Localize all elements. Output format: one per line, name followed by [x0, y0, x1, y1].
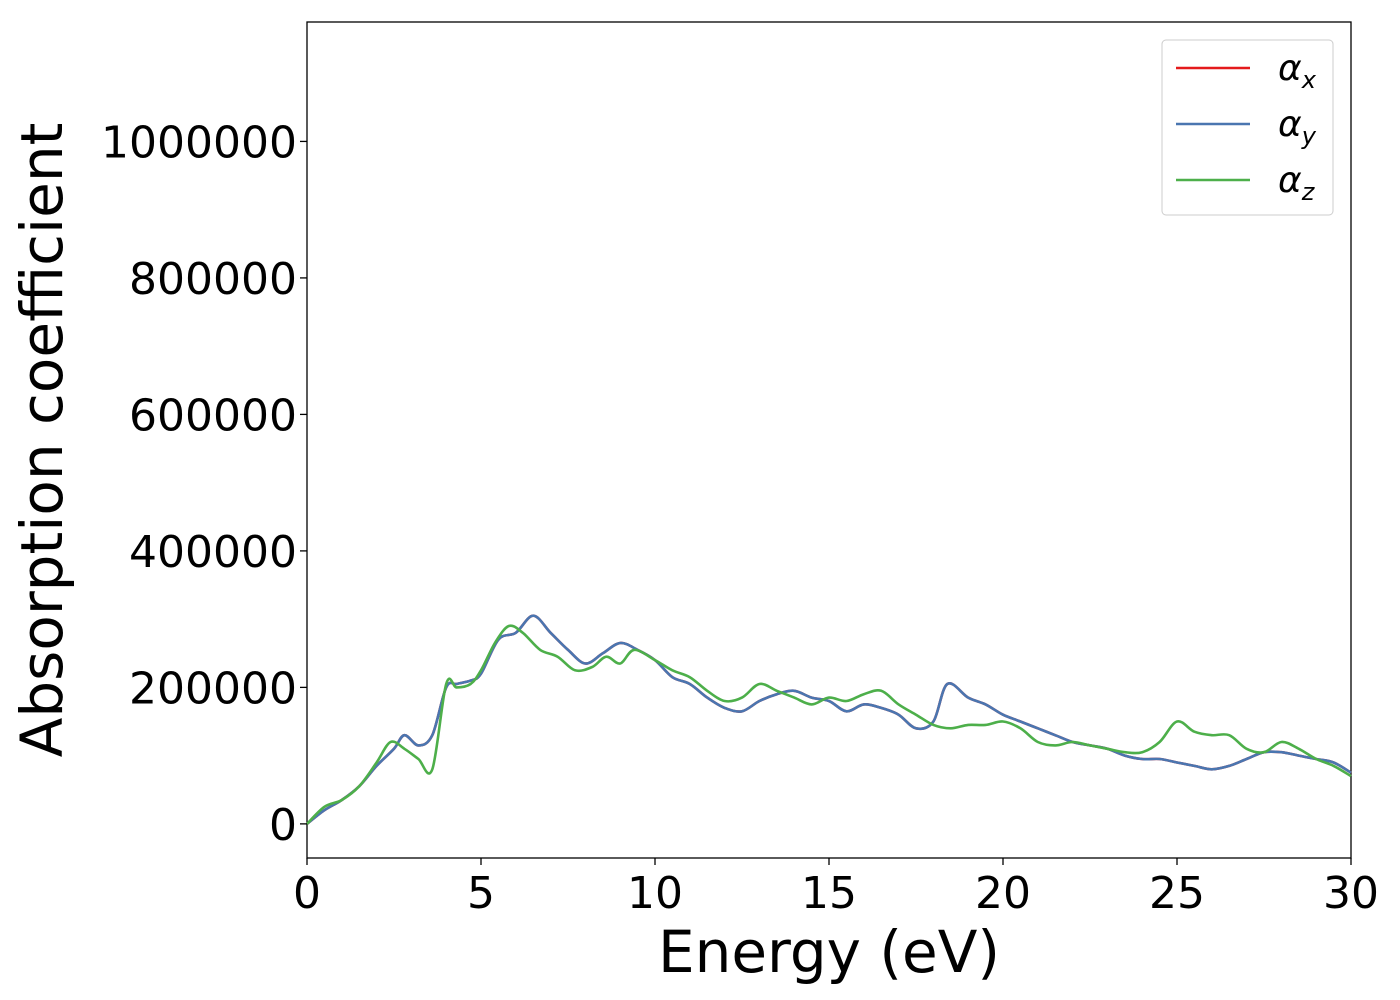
x-tick-label: 5 — [467, 868, 495, 919]
x-tick-label: 30 — [1323, 868, 1379, 919]
y-axis-ticks: 0 200000 400000 600000 800000 1000000 — [101, 117, 307, 851]
series-line-z — [306, 624, 1352, 825]
y-tick-label: 400000 — [129, 527, 297, 578]
y-axis-title: Absorption coefficient — [8, 123, 76, 758]
x-axis-ticks: 0 5 10 15 20 25 30 — [293, 858, 1379, 919]
y-tick-label: 0 — [269, 800, 297, 851]
legend-label-y: αy — [1278, 104, 1317, 150]
x-tick-label: 20 — [975, 868, 1031, 919]
y-tick-label: 200000 — [129, 663, 297, 714]
y-tick-label: 1000000 — [101, 117, 297, 168]
x-tick-label: 0 — [293, 868, 321, 919]
legend-box — [1161, 39, 1334, 216]
series-line-y — [306, 614, 1352, 825]
legend: αx αy αz — [1161, 39, 1334, 216]
x-tick-label: 15 — [801, 868, 857, 919]
y-tick-label: 800000 — [129, 254, 297, 305]
x-tick-label: 25 — [1149, 868, 1205, 919]
legend-label-x: αx — [1278, 48, 1317, 94]
legend-label-z: αz — [1278, 160, 1316, 206]
x-axis-title: Energy (eV) — [658, 918, 1000, 986]
x-tick-label: 10 — [627, 868, 683, 919]
series-layer — [306, 614, 1352, 825]
series-line-x — [306, 614, 1352, 825]
y-tick-label: 600000 — [129, 390, 297, 441]
